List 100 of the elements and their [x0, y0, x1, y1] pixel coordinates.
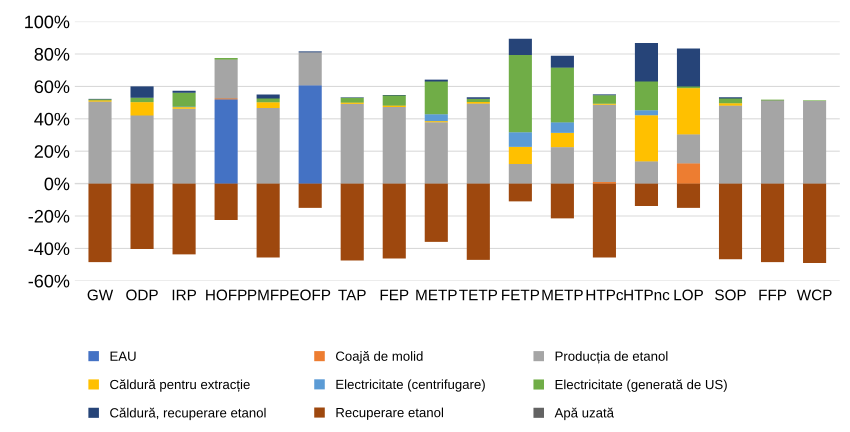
bar [424, 82, 448, 114]
bar [340, 184, 364, 261]
bar [676, 88, 700, 134]
bar [550, 147, 574, 184]
bar [508, 54, 532, 132]
bar [550, 68, 574, 122]
bar [718, 103, 742, 106]
legend-label: Recuperare etanol [336, 408, 444, 420]
bar [130, 86, 154, 98]
bar [340, 98, 364, 103]
y-tick-label: 60% [34, 80, 70, 94]
y-tick-label: 40% [34, 112, 70, 126]
y-tick-label: 0% [44, 178, 70, 190]
y-tick-label: 80% [34, 48, 70, 61]
bar [256, 184, 280, 258]
bar [298, 52, 322, 86]
bar [550, 132, 574, 148]
bar [676, 163, 700, 184]
x-tick-label: HTPnc [624, 290, 670, 300]
bar [676, 134, 700, 164]
x-tick-label: EOFP [290, 290, 330, 300]
bar [256, 98, 280, 102]
bar [424, 114, 448, 122]
bar [130, 116, 154, 184]
x-tick-label: GW [88, 290, 114, 300]
bar [634, 184, 658, 206]
x-tick-label: IRP [172, 290, 196, 300]
bar [760, 184, 784, 262]
bar [382, 106, 406, 184]
bar [550, 56, 574, 68]
x-tick-label: METP [542, 290, 583, 300]
bar [214, 184, 238, 220]
bar [256, 108, 280, 184]
bar [634, 161, 658, 184]
bar [424, 122, 448, 184]
bar [340, 104, 364, 184]
bar [256, 94, 280, 99]
bar [88, 184, 112, 262]
legend-label: Producția de etanol [556, 351, 668, 364]
x-tick-label: METP [416, 290, 457, 300]
bar [550, 184, 574, 218]
legend-label: Apă uzată [554, 408, 614, 420]
x-tick-label: FETP [502, 290, 540, 300]
bar [382, 95, 406, 106]
x-tick-label: HTPc [586, 290, 624, 300]
legend-label: Căldură, recuperare etanol [110, 408, 266, 420]
legend-label: Căldură pentru extracție [110, 379, 250, 392]
bar [172, 92, 196, 107]
bar [466, 98, 490, 102]
x-tick-label: LOP [674, 290, 703, 300]
bar [466, 104, 490, 184]
bar [466, 184, 490, 260]
x-tick-label: ODP [126, 290, 158, 300]
bar [172, 108, 196, 184]
x-tick-label: FEP [380, 290, 408, 300]
bar [676, 184, 700, 208]
legend-label: Coajă de molid [336, 351, 422, 364]
bar [130, 98, 154, 102]
bar [718, 184, 742, 260]
legend-label: EAU [110, 352, 136, 361]
bar [214, 60, 238, 99]
bar [256, 102, 280, 108]
x-tick-label: HOFP [206, 290, 247, 300]
bar [508, 164, 532, 184]
bar [382, 184, 406, 258]
x-tick-label: TETP [459, 290, 498, 300]
legend-label: Electricitate (centrifugare) [336, 379, 485, 392]
bar [803, 184, 826, 263]
legend-label: Electricitate (generată de US) [556, 379, 727, 392]
bar [424, 184, 448, 242]
bar [172, 184, 196, 254]
bar [214, 99, 238, 184]
bar [592, 95, 616, 104]
bar [634, 82, 658, 110]
bar [718, 98, 742, 104]
bar [634, 110, 658, 116]
bar [676, 48, 700, 87]
x-tick-label: TAP [338, 290, 366, 300]
y-tick-label: 100% [25, 16, 70, 28]
bar [508, 184, 532, 202]
y-tick-label: -60% [28, 274, 70, 288]
y-tick-label: 20% [34, 145, 70, 158]
bar [508, 132, 532, 147]
bar [508, 38, 532, 55]
x-tick-label: WCP [796, 290, 832, 300]
x-tick-label: FFP [759, 290, 786, 300]
bar [803, 100, 826, 184]
x-tick-label: SOP [715, 290, 746, 300]
bar [88, 102, 112, 184]
bar [130, 184, 154, 250]
x-tick-label: PMFP [248, 290, 289, 300]
bar [298, 184, 322, 208]
y-tick-label: -20% [28, 210, 70, 223]
y-tick-label: -40% [28, 242, 70, 256]
bar [718, 106, 742, 184]
bar [760, 100, 784, 184]
bar [592, 184, 616, 258]
bar [550, 122, 574, 133]
bar [592, 104, 616, 182]
bar [634, 115, 658, 162]
